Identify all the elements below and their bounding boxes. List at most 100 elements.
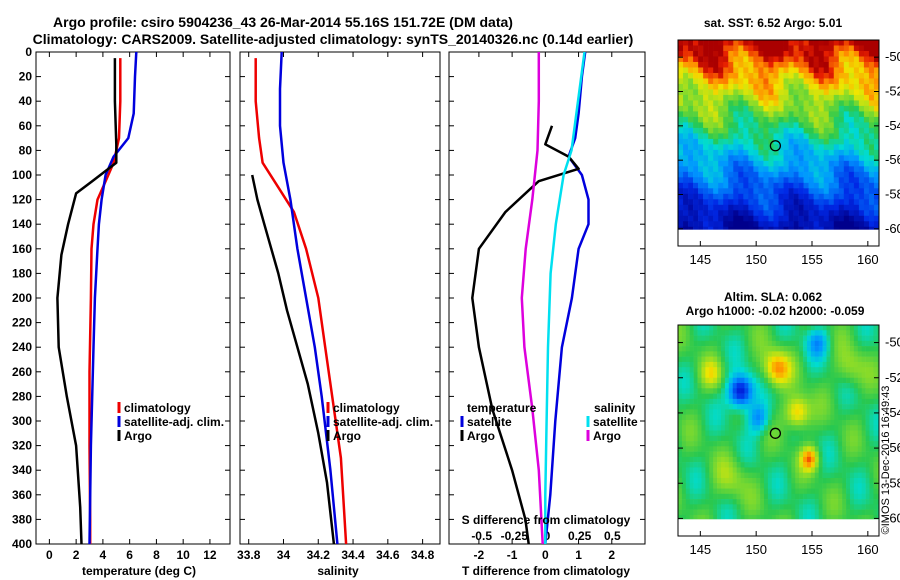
map-cell [688,56,694,63]
map-cell [758,45,764,52]
map-cell [703,177,709,184]
map-cell [795,393,800,400]
map-cell [787,346,792,352]
map-cell [849,430,855,437]
map-cell [868,215,875,222]
map-cell [728,166,734,173]
map-cell [846,335,851,342]
map-cell [720,483,726,489]
salinity-xlabel: salinity [317,564,359,578]
map-cell [688,171,694,178]
map-cell [728,462,734,468]
map-cell [773,83,779,90]
map-cell [869,435,874,442]
map-cell [744,493,749,500]
map-cell [869,393,874,400]
map-cell [791,504,796,510]
map-cell [803,72,809,79]
map-cell [758,166,764,173]
map-cell [823,188,830,195]
map-cell [849,425,855,431]
map-cell [753,138,759,145]
map-cell [834,446,839,452]
map-cell [857,335,862,342]
map-cell [701,325,706,331]
map-cell [853,414,859,421]
map-cell [748,435,753,442]
map-cell [701,509,706,516]
map-cell [701,377,706,384]
map-cell [818,367,823,373]
map-cell [693,335,698,342]
map-cell [685,367,691,373]
map-cell [756,456,761,463]
map-cell [873,477,878,484]
map-cell [873,372,878,379]
map-cell [808,72,814,79]
map-cell [748,330,753,336]
map-cell [873,204,879,211]
map-cell [705,340,710,347]
map-cell [808,199,814,206]
map-cell [803,451,808,458]
map-cell [828,199,835,206]
map-cell [698,210,704,217]
map-cell [838,177,845,184]
map-cell [833,188,840,195]
map-cell [842,361,847,368]
map-cell [833,72,840,79]
map-cell [717,472,722,479]
map-cell [723,111,729,118]
map-cell [709,430,714,437]
map-cell [858,166,865,173]
map-cell [748,361,753,368]
map-cell [828,204,835,211]
map-cell [678,462,683,468]
map-cell [771,441,777,447]
map-cell [771,514,777,521]
map-cell [798,40,804,46]
map-cell [697,356,702,363]
map-cell [728,56,734,63]
map-cell [868,61,875,68]
map-cell [833,210,840,217]
map-cell [783,435,788,442]
map-cell [857,451,862,458]
map-cell [778,155,784,162]
map-cell [798,221,804,228]
map-cell [767,483,773,489]
map-cell [773,199,779,206]
map-cell [849,441,855,447]
map-cell [869,351,874,357]
map-cell [863,105,870,112]
map-cell [756,467,761,473]
map-cell [698,160,704,167]
map-cell [736,330,741,336]
map-cell [693,144,699,151]
map-cell [806,377,812,384]
map-cell [705,425,710,431]
map-cell [783,483,788,489]
map-cell [703,221,709,228]
map-cell [709,325,714,331]
map-cell [743,138,749,145]
map-cell [756,335,761,342]
map-cell [803,45,809,52]
map-cell [697,435,702,442]
map-cell [828,226,835,233]
map-cell [773,155,779,162]
map-cell [763,78,769,85]
map-cell [756,451,761,458]
map-cell [830,404,835,410]
map-cell [879,62,884,68]
map-cell [771,419,777,426]
map-cell [833,182,840,189]
map-cell [773,127,779,134]
map-cell [873,166,879,173]
map-cell [688,138,694,145]
map-cell [791,340,796,347]
map-cell [703,199,709,206]
map-cell [834,409,839,415]
map-cell [708,210,714,217]
map-cell [724,398,730,405]
